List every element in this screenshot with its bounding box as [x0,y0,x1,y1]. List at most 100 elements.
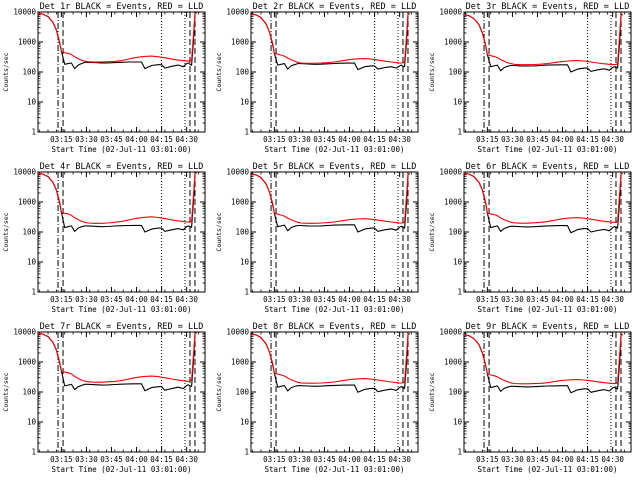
lld-series-line [463,13,623,66]
panel-title: Det 5r BLACK = Events, RED = LLD [253,162,417,172]
x-tick-label: 04:15 [576,295,599,304]
y-tick-label: 1000 [18,358,37,367]
y-tick-label: 1 [31,288,36,297]
y-axis-label: Counts/sec [215,372,223,411]
events-series-line [463,13,623,73]
y-tick-label: 1 [31,128,36,137]
x-tick-label: 03:45 [526,455,549,464]
x-tick-label: 03:30 [501,135,524,144]
x-tick-label: 04:30 [175,455,198,464]
events-series-line [37,332,197,392]
y-tick-label: 1 [457,128,462,137]
lld-series-line [463,172,623,224]
lld-series-line [250,172,410,224]
panel-8: Det 8r BLACK = Events, RED = LLD 1 10 100 10… [215,322,419,474]
y-tick-label: 10 [453,258,463,267]
x-tick-label: 03:15 [50,135,73,144]
y-tick-label: 100 [235,228,249,237]
events-series-line [250,172,410,233]
x-tick-label: 03:30 [75,295,98,304]
x-tick-label: 04:00 [125,455,148,464]
x-tick-label: 03:15 [263,135,286,144]
x-tick-label: 03:30 [288,455,311,464]
y-tick-label: 10 [453,418,463,427]
y-tick-label: 10000 [13,168,36,177]
x-axis-label: Start Time (02-Jul-11 03:01:00) [265,305,405,314]
y-tick-label: 1 [244,288,249,297]
y-axis-label: Counts/sec [428,212,436,251]
y-tick-label: 100 [448,68,462,77]
y-tick-label: 1000 [231,198,250,207]
x-tick-label: 04:30 [388,295,411,304]
x-tick-label: 03:15 [476,135,499,144]
y-tick-label: 1000 [18,198,37,207]
y-tick-label: 10 [453,98,463,107]
y-axis-label: Counts/sec [428,52,436,91]
y-axis-label: Counts/sec [2,372,10,411]
y-tick-label: 10000 [439,8,462,17]
y-tick-label: 100 [22,388,36,397]
x-tick-label: 04:00 [551,135,574,144]
y-tick-label: 1000 [231,358,250,367]
events-series-line [250,12,410,71]
x-tick-label: 04:15 [150,135,173,144]
y-tick-label: 10000 [226,8,249,17]
y-axis-label: Counts/sec [2,52,10,91]
x-tick-label: 03:15 [50,455,73,464]
panel-title: Det 1r BLACK = Events, RED = LLD [40,2,204,12]
x-tick-label: 03:45 [526,135,549,144]
x-tick-label: 03:45 [100,455,123,464]
y-tick-label: 10 [240,98,250,107]
panel-title: Det 4r BLACK = Events, RED = LLD [40,162,204,172]
x-axis-label: Start Time (02-Jul-11 03:01:00) [52,145,192,154]
y-tick-label: 10 [240,258,250,267]
x-tick-label: 03:45 [100,135,123,144]
x-tick-label: 03:45 [100,295,123,304]
panel-title: Det 8r BLACK = Events, RED = LLD [253,322,417,332]
y-tick-label: 10000 [13,328,36,337]
y-tick-label: 100 [235,388,249,397]
y-tick-label: 10 [240,418,250,427]
lld-series-line [250,12,410,64]
x-tick-label: 04:00 [551,295,574,304]
y-axis-label: Counts/sec [428,372,436,411]
x-tick-label: 03:30 [501,295,524,304]
x-tick-label: 04:30 [601,295,624,304]
panel-6: Det 6r BLACK = Events, RED = LLD 1 10 100 10… [428,162,632,314]
x-tick-label: 03:30 [288,295,311,304]
events-series-line [37,12,197,70]
x-tick-label: 04:00 [551,455,574,464]
x-tick-label: 04:30 [388,135,411,144]
lld-series-line [37,332,197,383]
x-axis-label: Start Time (02-Jul-11 03:01:00) [52,465,192,474]
x-tick-label: 03:30 [75,455,98,464]
y-tick-label: 1000 [231,38,250,47]
panel-4: Det 4r BLACK = Events, RED = LLD 1 10 100 10… [2,162,206,314]
panel-title: Det 6r BLACK = Events, RED = LLD [466,162,630,172]
x-tick-label: 03:30 [75,135,98,144]
y-tick-label: 10 [27,418,37,427]
y-tick-label: 1 [457,448,462,457]
y-tick-label: 1 [244,128,249,137]
x-tick-label: 04:15 [576,455,599,464]
y-tick-label: 10 [27,258,37,267]
y-tick-label: 1 [457,288,462,297]
x-axis-label: Start Time (02-Jul-11 03:01:00) [478,305,618,314]
x-tick-label: 03:15 [476,295,499,304]
x-tick-label: 03:45 [313,295,336,304]
x-tick-label: 03:15 [476,455,499,464]
events-series-line [463,333,623,394]
x-tick-label: 04:00 [125,135,148,144]
x-tick-label: 03:30 [288,135,311,144]
x-tick-label: 04:00 [338,135,361,144]
panel-7: Det 7r BLACK = Events, RED = LLD 1 10 100 10… [2,322,206,474]
x-tick-label: 04:15 [576,135,599,144]
panel-5: Det 5r BLACK = Events, RED = LLD 1 10 100 10… [215,162,419,314]
events-series-line [37,172,197,233]
x-tick-label: 04:30 [388,455,411,464]
x-tick-label: 04:00 [338,295,361,304]
panel-1: Det 1r BLACK = Events, RED = LLD 1 10 100 10… [2,2,206,154]
x-tick-label: 03:45 [313,135,336,144]
